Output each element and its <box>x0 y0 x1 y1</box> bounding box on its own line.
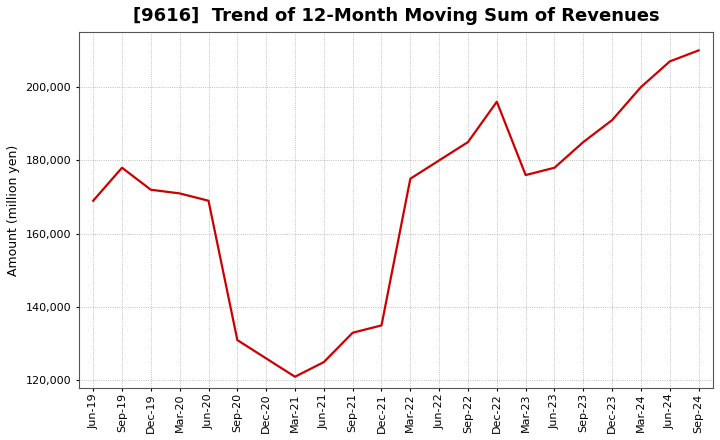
Title: [9616]  Trend of 12-Month Moving Sum of Revenues: [9616] Trend of 12-Month Moving Sum of R… <box>132 7 660 25</box>
Y-axis label: Amount (million yen): Amount (million yen) <box>7 144 20 275</box>
